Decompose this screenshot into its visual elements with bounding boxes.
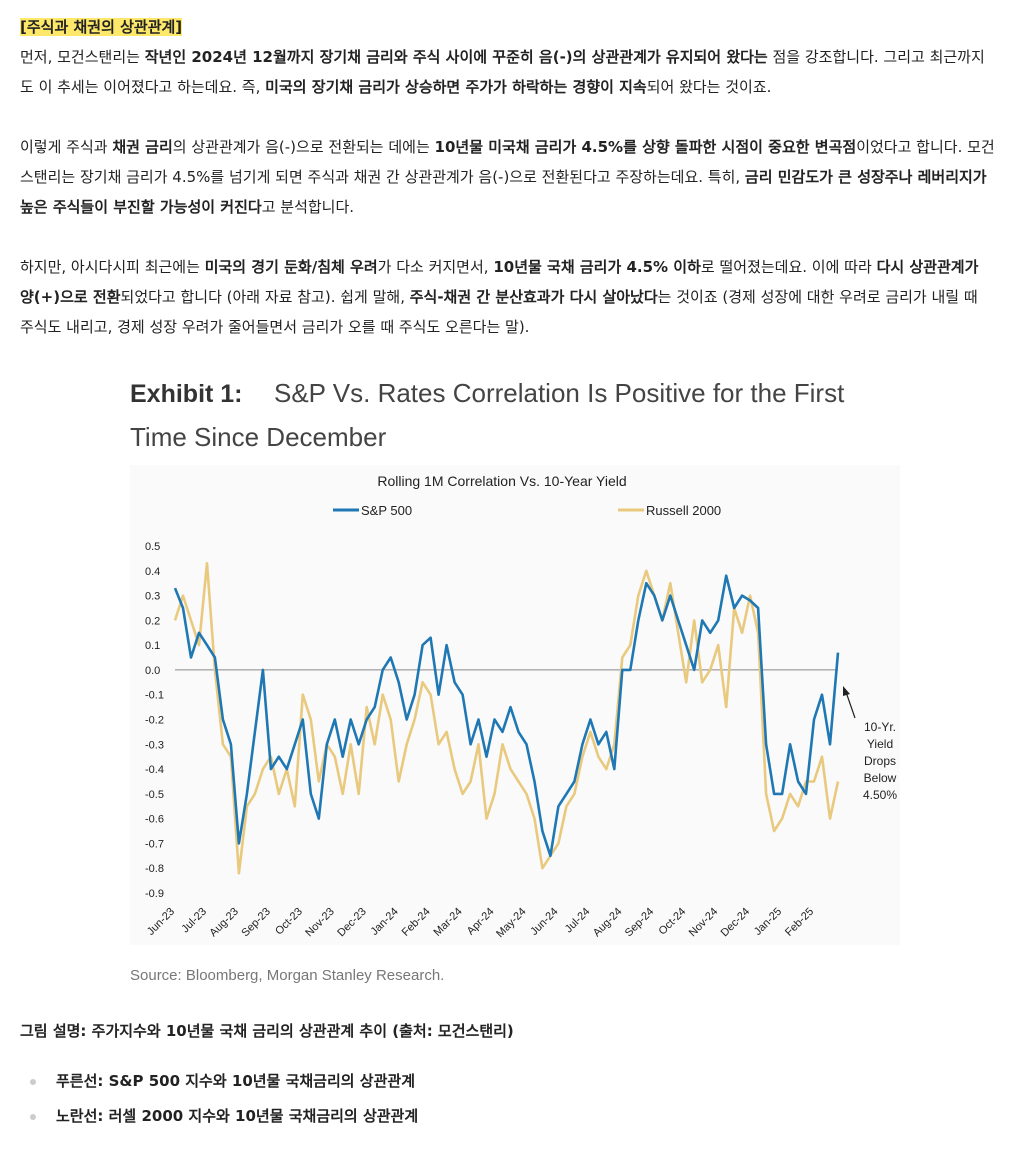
bold-text: 미국의 장기채 금리가 상승하면 주가가 하락하는 경향이 지속 [265, 78, 647, 96]
annotation: 10-Yr. [864, 720, 896, 734]
bullet-item: 노란선: 러셀 2000 지수와 10년물 국채금리의 상관관계 [20, 1099, 995, 1134]
annotation-arrow [845, 691, 856, 719]
y-tick-label: 0.4 [145, 566, 160, 578]
caption: 그림 설명: 주가지수와 10년물 국채 금리의 상관관계 추이 (출처: 모건… [20, 1022, 514, 1040]
y-tick-label: 0.1 [145, 640, 160, 652]
paragraph: 먼저, 모건스탠리는 작년인 2024년 12월까지 장기채 금리와 주식 사이… [20, 42, 995, 102]
text: 되었다고 합니다 (아래 자료 참고). 쉽게 말해, [120, 288, 410, 306]
heading: [주식과 채권의 상관관계] [20, 18, 183, 36]
bold-text: 금리 민감도가 큰 성장주나 레버리지가 높은 주식들이 부진할 가능성이 커진… [20, 168, 987, 216]
text: 의 상관관계가 음(-)으로 전환되는 데에는 [172, 138, 435, 156]
bold-text: 작년인 2024년 12월까지 장기채 금리와 주식 사이에 꾸준히 음(-)의… [144, 48, 768, 66]
bold-text: 주식-채권 간 분산효과가 다시 살아났다 [409, 288, 658, 306]
text: 는 것이죠 (경제 성장에 대한 우려로 금리가 내릴 때 주식도 내리고, 경… [20, 288, 978, 336]
chart: Exhibit 1: S&P Vs. Rates Correlation Is … [130, 378, 900, 984]
bold-text: 미국의 경기 둔화/침체 우려 [204, 258, 378, 276]
text: 되어 왔다는 것이죠. [646, 78, 772, 96]
text: 하지만, 아시다시피 최근에는 [20, 258, 205, 276]
y-tick-label: -0.8 [145, 863, 164, 875]
y-tick-label: 0.3 [145, 591, 160, 603]
annotation: Below [864, 771, 897, 785]
y-tick-label: -0.3 [145, 739, 164, 751]
bullet-list: 푸른선: S&P 500 지수와 10년물 국채금리의 상관관계 노란선: 러셀 … [20, 1064, 995, 1134]
bold-text: 채권 금리 [112, 138, 173, 156]
bold-text: 다시 상관관계가 양(+)으로 전환 [20, 258, 979, 306]
paragraph: 이렇게 주식과 채권 금리의 상관관계가 음(-)으로 전환되는 데에는 10년… [20, 132, 995, 222]
y-tick-label: 0.5 [145, 541, 160, 553]
annotation: 4.50% [863, 788, 897, 802]
y-tick-label: -0.9 [145, 888, 164, 900]
text: 이렇게 주식과 [20, 138, 113, 156]
heading-block: [주식과 채권의 상관관계] [20, 12, 995, 42]
bold-text: 10년물 미국채 금리가 4.5%를 상향 돌파한 시점이 중요한 변곡점 [434, 138, 857, 156]
annotation: Drops [864, 754, 896, 768]
text: 고 분석합니다. [261, 198, 355, 216]
chart-title: Time Since December [130, 422, 387, 452]
annotation: Yield [867, 737, 893, 751]
text: 로 떨어졌는데요. 이에 따라 [700, 258, 877, 276]
chart-subtitle: Rolling 1M Correlation Vs. 10-Year Yield [377, 473, 626, 489]
y-tick-label: -0.6 [145, 814, 164, 826]
legend-label: Russell 2000 [646, 503, 721, 518]
series-line [173, 562, 840, 875]
text: 이었다고 합니다. 모건스탠리는 장기채 금리가 4.5%를 넘기게 되면 주식… [20, 138, 995, 186]
bold-text: 10년물 국채 금리가 4.5% 이하 [493, 258, 701, 276]
chart-source: Source: Bloomberg, Morgan Stanley Resear… [130, 967, 444, 984]
y-tick-label: -0.1 [145, 690, 164, 702]
y-tick-label: -0.2 [145, 715, 164, 727]
series-line [173, 574, 840, 858]
y-tick-label: 0.2 [145, 615, 160, 627]
chart-background [130, 465, 900, 945]
exhibit-label: Exhibit 1: [130, 380, 243, 408]
legend-label: S&P 500 [361, 503, 412, 518]
text: 가 다소 커지면서, [377, 258, 494, 276]
paragraph: 하지만, 아시다시피 최근에는 미국의 경기 둔화/침체 우려가 다소 커지면서… [20, 252, 995, 342]
annotation-arrowhead [843, 686, 850, 696]
text: 먼저, 모건스탠리는 [20, 48, 145, 66]
text: 점을 강조합니다. 그리고 최근까지도 이 추세는 이어졌다고 하는데요. 즉, [20, 48, 985, 96]
y-tick-label: -0.4 [145, 764, 164, 776]
bullet-item: 푸른선: S&P 500 지수와 10년물 국채금리의 상관관계 [20, 1064, 995, 1099]
y-tick-label: -0.5 [145, 789, 164, 801]
chart-title: S&P Vs. Rates Correlation Is Positive fo… [274, 378, 845, 408]
y-tick-label: 0.0 [145, 665, 160, 677]
y-tick-label: -0.7 [145, 838, 164, 850]
